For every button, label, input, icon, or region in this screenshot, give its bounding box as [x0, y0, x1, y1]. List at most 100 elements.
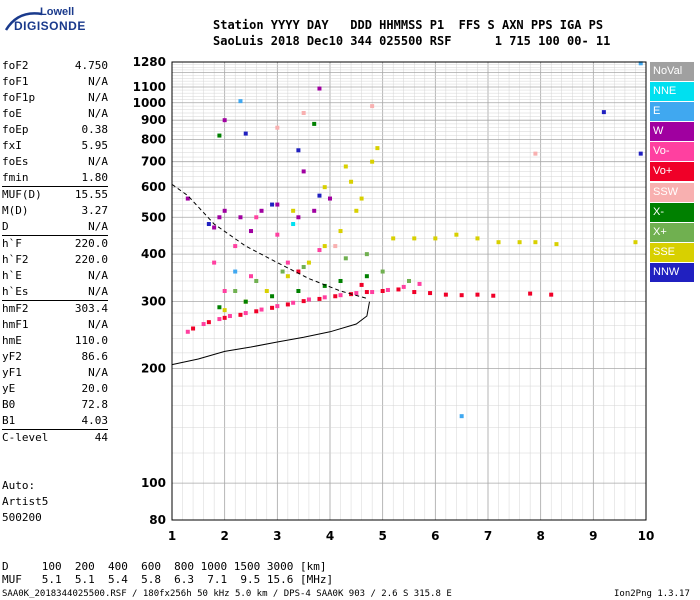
- param-row: foEp 0.38: [2, 122, 108, 138]
- legend-item: NNW: [650, 262, 694, 282]
- param-value: N/A: [88, 220, 108, 233]
- data-point: [343, 256, 348, 261]
- param-row: D N/A: [2, 219, 108, 235]
- data-point: [296, 215, 301, 220]
- param-value: N/A: [88, 285, 108, 298]
- data-point: [412, 236, 417, 241]
- param-name: foF2: [2, 59, 29, 72]
- data-point: [533, 240, 538, 245]
- data-point: [191, 326, 196, 331]
- logo-lowell-text: Lowell: [40, 6, 75, 18]
- param-name: yE: [2, 382, 16, 395]
- data-point: [338, 229, 343, 234]
- data-point: [528, 291, 533, 296]
- footer-version: Ion2Png 1.3.17: [614, 589, 690, 599]
- param-row: foEs N/A: [2, 154, 108, 170]
- param-name: yF1: [2, 366, 22, 379]
- data-point: [349, 179, 354, 184]
- param-row: foF1p N/A: [2, 90, 108, 106]
- param-row: hmF2 303.4: [2, 300, 108, 317]
- param-value: N/A: [88, 75, 108, 88]
- data-point: [338, 293, 343, 298]
- data-point: [222, 289, 227, 293]
- param-value: 4.750: [74, 59, 108, 72]
- data-point: [185, 196, 190, 201]
- param-row: hmE 110.0: [2, 333, 108, 349]
- chart-grid: [171, 61, 647, 521]
- data-point: [380, 269, 385, 274]
- param-row: B0 72.8: [2, 397, 108, 413]
- data-point: [301, 299, 306, 304]
- param-value: 110.0: [74, 334, 108, 347]
- data-point: [296, 269, 301, 274]
- data-point: [296, 148, 301, 153]
- y-tick-label: 1280: [133, 55, 166, 69]
- footer-info: SAA0K_2018344025500.RSF / 180fx256h 50 k…: [2, 589, 452, 599]
- data-point: [343, 164, 348, 169]
- param-value: 220.0: [74, 253, 108, 266]
- param-name: hmE: [2, 334, 22, 347]
- param-name: foF1: [2, 75, 29, 88]
- param-value: 1.80: [81, 171, 109, 184]
- data-point: [359, 196, 364, 201]
- param-name: M(D): [2, 204, 29, 217]
- auto-info: Auto: Artist5 500200: [2, 478, 48, 526]
- y-tick-labels: 80 100 200 300 400 500 600 700 800 900 1000 1100 128…: [133, 55, 166, 527]
- logo-digisonde-text: DIGISONDE: [14, 19, 86, 33]
- param-row: foF1 N/A: [2, 74, 108, 90]
- data-point: [396, 287, 401, 292]
- param-name: foF1p: [2, 91, 36, 104]
- data-point: [243, 131, 248, 136]
- data-point: [270, 294, 275, 299]
- legend-item: Vo-: [650, 142, 694, 162]
- param-value: N/A: [88, 107, 108, 120]
- data-point: [291, 300, 296, 305]
- param-name: B1: [2, 414, 16, 427]
- x-tick-label: 5: [378, 529, 386, 543]
- param-value: 5.95: [81, 139, 109, 152]
- param-value: 3.27: [81, 204, 109, 217]
- data-point: [354, 208, 359, 213]
- y-tick-label: 80: [149, 513, 166, 527]
- param-value: N/A: [88, 366, 108, 379]
- param-name: fxI: [2, 139, 22, 152]
- data-point: [391, 236, 396, 241]
- legend-item: W: [650, 122, 694, 142]
- data-point: [401, 284, 406, 289]
- x-tick-labels: 1 2 3 4 5 6 7 8 9 10: [168, 529, 655, 543]
- data-point: [222, 118, 227, 123]
- param-value: 303.4: [74, 302, 108, 315]
- param-row: yF1 N/A: [2, 365, 108, 381]
- data-point: [317, 296, 322, 301]
- param-value: 44: [94, 431, 108, 444]
- data-point: [633, 240, 638, 245]
- param-name: hmF2: [2, 302, 29, 315]
- data-point: [275, 125, 280, 130]
- data-point: [301, 169, 306, 174]
- data-point: [270, 305, 275, 310]
- param-value: 15.55: [74, 188, 108, 201]
- data-point: [322, 185, 327, 190]
- data-point: [233, 289, 238, 293]
- data-point: [217, 305, 222, 310]
- data-point: [249, 229, 253, 234]
- data-point: [201, 322, 206, 327]
- param-value: N/A: [88, 155, 108, 168]
- auto-code: 500200: [2, 511, 42, 524]
- param-name: h`Es: [2, 285, 29, 298]
- legend-item: E: [650, 102, 694, 122]
- data-point: [238, 99, 243, 104]
- y-tick-label: 600: [141, 180, 166, 194]
- data-point: [291, 208, 296, 213]
- y-tick-label: 100: [141, 476, 166, 490]
- data-point: [185, 329, 190, 334]
- param-row: B1 4.03: [2, 413, 108, 429]
- y-tick-label: 700: [141, 155, 166, 169]
- data-point: [285, 274, 290, 279]
- data-point: [206, 320, 211, 325]
- data-point: [259, 208, 264, 213]
- data-point: [238, 312, 243, 317]
- auto-label: Auto:: [2, 479, 36, 492]
- param-row: MUF(D) 15.55: [2, 186, 108, 203]
